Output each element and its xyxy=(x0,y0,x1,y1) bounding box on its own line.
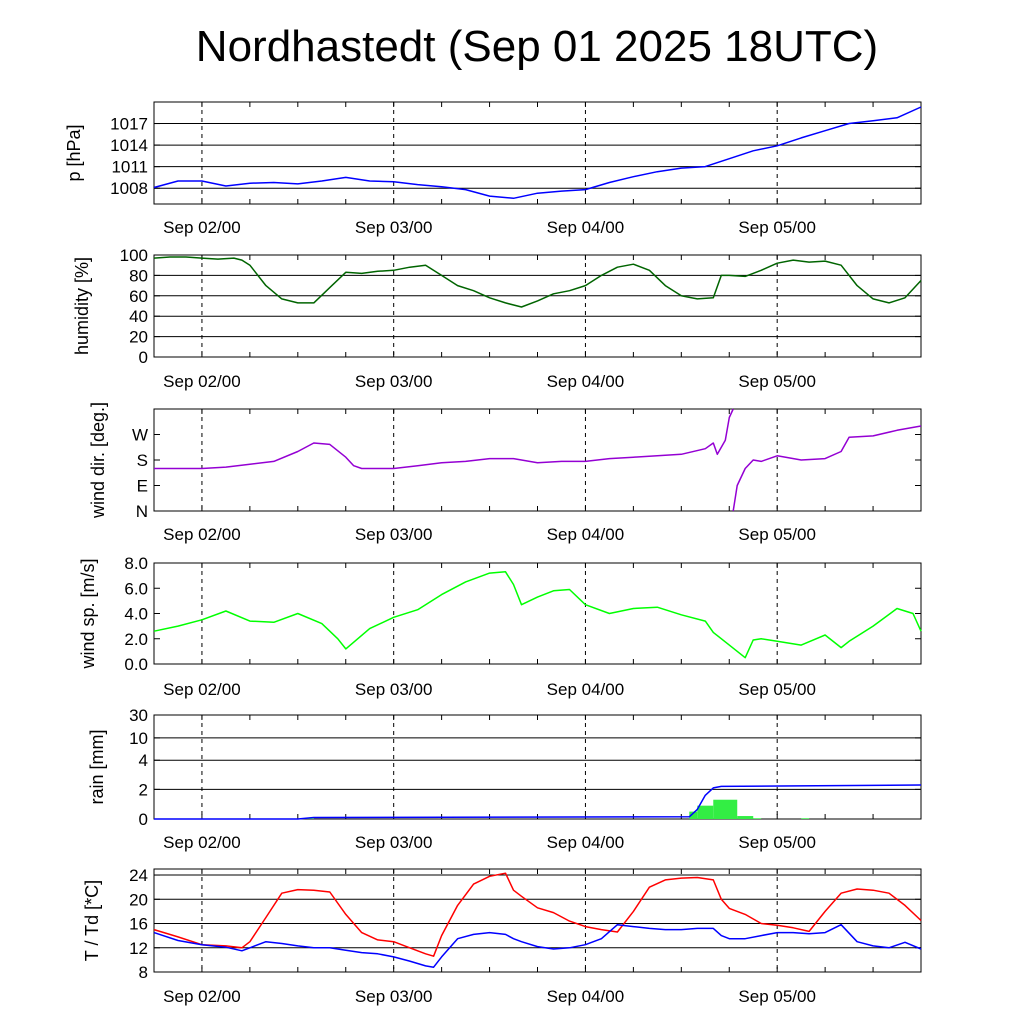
y-tick-label: E xyxy=(137,477,148,496)
rain-bar xyxy=(697,805,714,819)
rain-bar xyxy=(737,816,754,819)
panel-frame xyxy=(153,254,922,358)
y-tick-label: 4 xyxy=(139,751,148,770)
x-tick-label: Sep 05/00 xyxy=(738,372,816,391)
y-axis-label: T / Td [*C] xyxy=(82,880,102,961)
y-tick-label: 24 xyxy=(129,866,148,885)
y-axis-label: wind sp. [m/s] xyxy=(78,558,98,669)
y-tick-label: W xyxy=(132,426,148,445)
y-tick-label: 30 xyxy=(129,706,148,725)
y-tick-label: N xyxy=(136,502,148,521)
y-tick-label: 6.0 xyxy=(124,579,148,598)
y-tick-label: 1008 xyxy=(110,179,148,198)
series-line xyxy=(154,408,734,470)
x-tick-label: Sep 02/00 xyxy=(163,525,241,544)
y-tick-label: 12 xyxy=(129,939,148,958)
y-tick-label: 0.0 xyxy=(124,655,148,674)
series-line xyxy=(153,106,922,200)
x-tick-label: Sep 04/00 xyxy=(547,218,625,237)
x-tick-label: Sep 03/00 xyxy=(355,987,433,1006)
y-tick-label: 20 xyxy=(129,328,148,347)
y-axis-label: wind dir. [deg.] xyxy=(88,402,108,519)
series-line-td xyxy=(153,923,922,968)
rain-bar xyxy=(713,799,738,819)
y-tick-label: 10 xyxy=(129,729,148,748)
y-axis-label: rain [mm] xyxy=(87,729,107,804)
y-tick-label: 1014 xyxy=(110,136,148,155)
y-tick-label: S xyxy=(137,451,148,470)
y-axis-label: p [hPa] xyxy=(64,124,84,181)
rain-bar xyxy=(801,818,810,819)
panel-frame xyxy=(153,562,922,665)
rain-bar xyxy=(689,811,698,819)
x-tick-label: Sep 03/00 xyxy=(355,218,433,237)
y-tick-label: 4.0 xyxy=(124,605,148,624)
y-tick-label: 0 xyxy=(139,810,148,829)
y-tick-label: 2.0 xyxy=(124,630,148,649)
y-tick-label: 40 xyxy=(129,307,148,326)
x-tick-label: Sep 02/00 xyxy=(163,833,241,852)
x-tick-label: Sep 04/00 xyxy=(547,525,625,544)
panel-frame xyxy=(153,868,922,973)
x-tick-label: Sep 03/00 xyxy=(355,372,433,391)
x-tick-label: Sep 02/00 xyxy=(163,987,241,1006)
series-line xyxy=(154,784,922,820)
x-tick-label: Sep 03/00 xyxy=(355,680,433,699)
x-tick-label: Sep 02/00 xyxy=(163,372,241,391)
panel-frame xyxy=(153,714,922,820)
y-axis-label: humidity [%] xyxy=(72,257,92,355)
y-tick-label: 8 xyxy=(139,963,148,982)
x-tick-label: Sep 04/00 xyxy=(547,833,625,852)
x-tick-label: Sep 05/00 xyxy=(738,525,816,544)
panel-frame xyxy=(153,101,922,205)
x-tick-label: Sep 02/00 xyxy=(163,680,241,699)
series-line xyxy=(153,256,922,308)
x-tick-label: Sep 02/00 xyxy=(163,218,241,237)
y-tick-label: 16 xyxy=(129,915,148,934)
x-tick-label: Sep 04/00 xyxy=(547,372,625,391)
series-line xyxy=(732,425,922,512)
x-tick-label: Sep 05/00 xyxy=(738,833,816,852)
x-tick-label: Sep 03/00 xyxy=(355,525,433,544)
y-tick-label: 1017 xyxy=(110,115,148,134)
chart-title: Nordhastedt (Sep 01 2025 18UTC) xyxy=(195,22,879,71)
y-tick-label: 100 xyxy=(120,246,148,265)
x-tick-label: Sep 04/00 xyxy=(547,987,625,1006)
y-tick-label: 8.0 xyxy=(124,554,148,573)
y-tick-label: 60 xyxy=(129,287,148,306)
y-tick-label: 2 xyxy=(139,780,148,799)
x-tick-label: Sep 05/00 xyxy=(738,218,816,237)
x-tick-label: Sep 05/00 xyxy=(738,987,816,1006)
y-tick-label: 1011 xyxy=(111,158,148,177)
x-tick-label: Sep 04/00 xyxy=(547,680,625,699)
x-tick-label: Sep 03/00 xyxy=(355,833,433,852)
series-line xyxy=(153,571,922,659)
rain-bar xyxy=(753,818,762,819)
y-tick-label: 0 xyxy=(139,348,148,367)
series-line-t xyxy=(153,872,922,957)
x-tick-label: Sep 05/00 xyxy=(738,680,816,699)
y-tick-label: 80 xyxy=(129,266,148,285)
y-tick-label: 20 xyxy=(129,890,148,909)
